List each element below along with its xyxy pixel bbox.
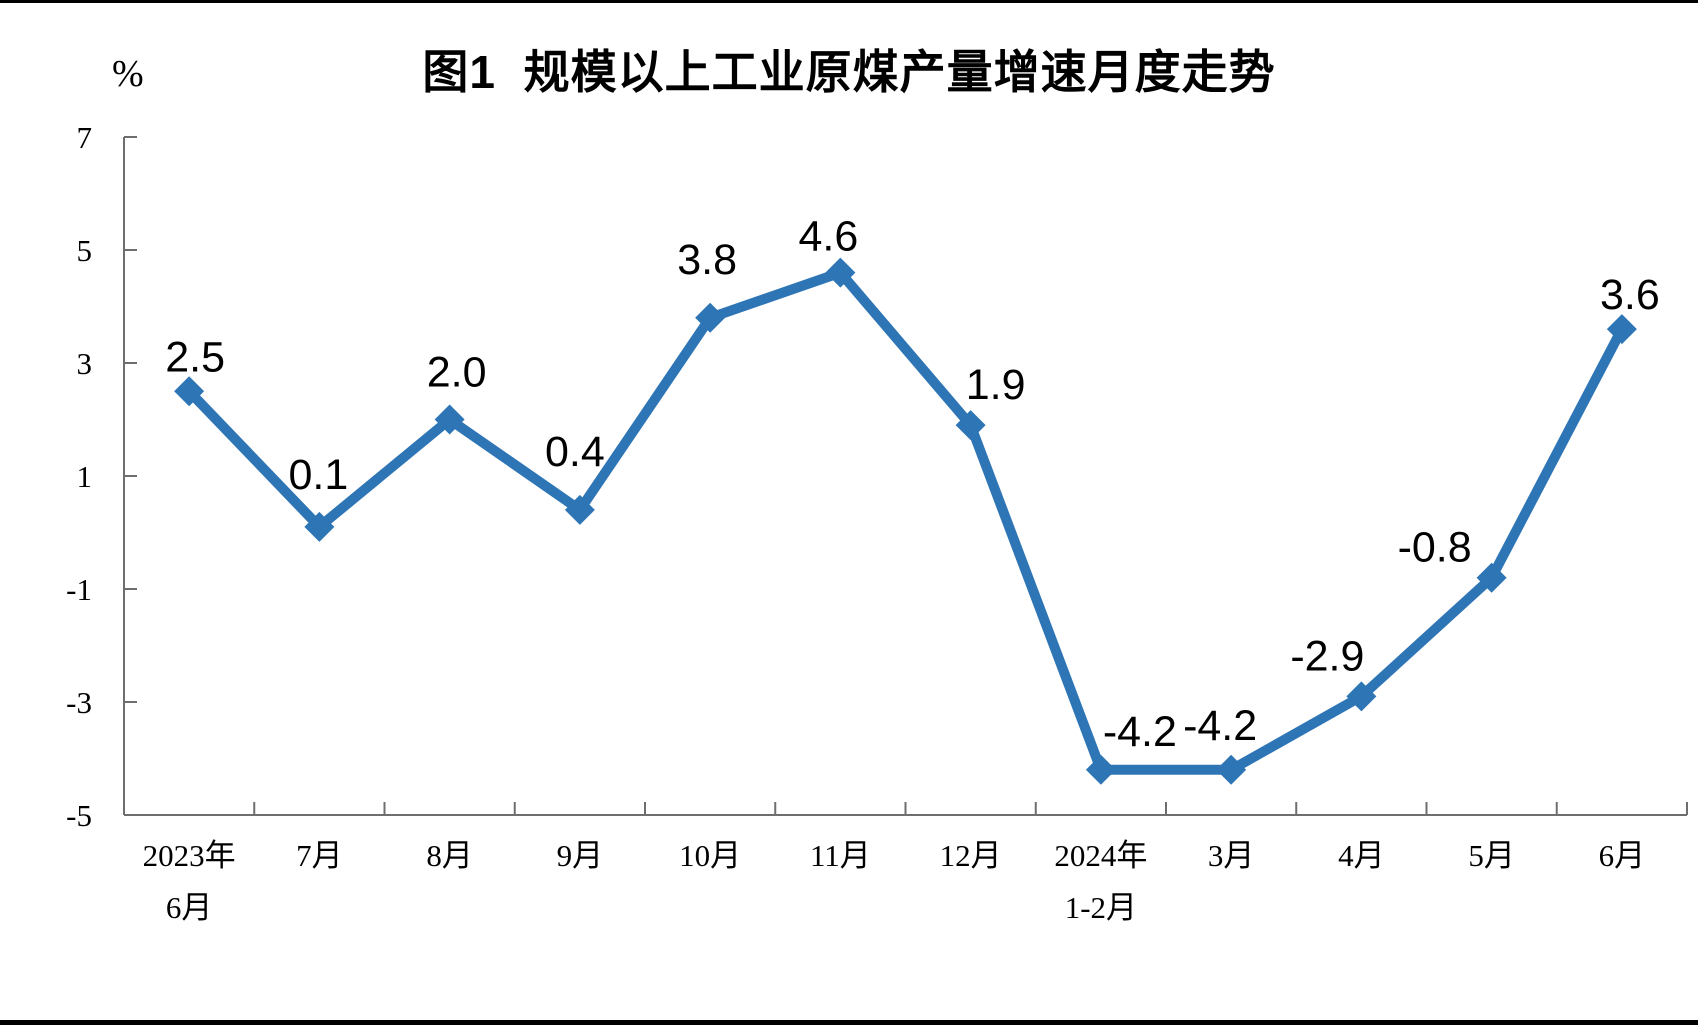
series-line xyxy=(185,266,1627,775)
x-axis-category-label: 11月 xyxy=(810,838,871,873)
data-point-marker xyxy=(304,511,335,542)
data-point-label: 2.5 xyxy=(165,333,225,381)
data-point-marker xyxy=(1606,314,1637,345)
y-axis-tick-label: 5 xyxy=(77,233,93,268)
data-point-label: 4.6 xyxy=(798,213,858,261)
data-point-marker xyxy=(1216,754,1247,785)
data-point-label: -4.2 xyxy=(1103,708,1177,756)
data-point-label: 2.0 xyxy=(427,349,487,397)
data-point-label: 0.1 xyxy=(288,451,348,499)
y-axis-unit-label: % xyxy=(112,53,144,95)
data-point-marker xyxy=(434,404,465,435)
x-axis-category-label: 2024年 1-2月 xyxy=(1054,838,1147,925)
x-axis-category-label: 6月 xyxy=(1599,838,1646,873)
data-point-label: 3.8 xyxy=(677,236,737,284)
y-axis-tick-label: 7 xyxy=(77,120,93,155)
x-axis-category-label: 4月 xyxy=(1338,838,1385,873)
data-point-marker xyxy=(1085,754,1116,785)
y-axis-tick-label: -5 xyxy=(66,798,92,833)
data-point-marker xyxy=(955,410,986,441)
x-axis-category-label: 12月 xyxy=(940,838,1002,873)
data-point-label: 1.9 xyxy=(966,361,1026,409)
y-axis-tick-label: 1 xyxy=(77,459,93,494)
data-point-marker xyxy=(1346,681,1377,712)
x-axis-category-label: 5月 xyxy=(1468,838,1515,873)
data-point-marker xyxy=(825,257,856,288)
data-point-label: 3.6 xyxy=(1600,271,1660,319)
y-axis-tick-label: -1 xyxy=(66,572,92,607)
data-point-marker xyxy=(174,376,205,407)
x-axis-category-label: 3月 xyxy=(1208,838,1255,873)
data-point-label: -2.9 xyxy=(1290,632,1364,680)
top-horizontal-rule xyxy=(0,0,1698,3)
x-axis-category-label: 7月 xyxy=(296,838,343,873)
y-axis-tick-label: 3 xyxy=(77,346,93,381)
data-point-label: -4.2 xyxy=(1183,702,1257,750)
x-axis-category-label: 10月 xyxy=(679,838,741,873)
data-point-marker xyxy=(1476,562,1507,593)
x-axis-category-label: 9月 xyxy=(557,838,604,873)
data-point-label: 0.4 xyxy=(545,428,605,476)
y-axis-tick-label: -3 xyxy=(66,685,92,720)
x-axis-category-label: 8月 xyxy=(426,838,473,873)
chart-title: 图1 规模以上工业原煤产量增速月度走势 xyxy=(422,46,1276,98)
data-point-marker xyxy=(564,494,595,525)
x-axis-category-label: 2023年 6月 xyxy=(143,838,236,925)
data-point-marker xyxy=(695,302,726,333)
data-point-label: -0.8 xyxy=(1398,524,1472,572)
bottom-horizontal-rule xyxy=(0,1020,1698,1025)
